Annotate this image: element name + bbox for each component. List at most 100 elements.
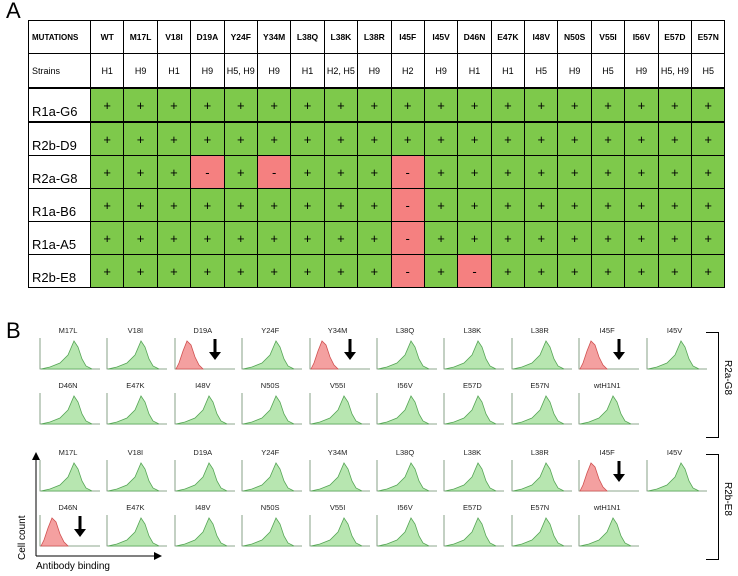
column-header: I56V	[624, 20, 659, 54]
binding-cell: +	[256, 221, 292, 255]
binding-cell: -	[390, 254, 425, 288]
panel-b-letter: B	[6, 318, 21, 343]
l38k-histogram	[443, 338, 505, 370]
binding-cell: +	[190, 254, 225, 288]
e47k-histogram	[106, 515, 168, 547]
binding-cell: +	[590, 188, 626, 222]
mutation-label: L38R	[530, 448, 549, 457]
column-header: L38K	[323, 20, 359, 54]
mutation-label: Y34M	[327, 326, 348, 335]
binding-cell: +	[223, 87, 258, 123]
binding-cell: +	[423, 254, 459, 288]
binding-cell: +	[524, 155, 559, 189]
binding-cell: +	[657, 221, 693, 255]
m17l-histogram	[39, 460, 100, 492]
y34m-histogram	[309, 338, 370, 370]
mutation-label: I48V	[195, 503, 211, 512]
n50s-histogram	[241, 515, 303, 547]
binding-cell: +	[323, 87, 359, 123]
binding-cell: +	[624, 188, 659, 222]
antibody-label: R1a-G6	[28, 87, 91, 123]
binding-cell: +	[290, 155, 325, 189]
binding-cell: -	[390, 188, 425, 222]
binding-cell: +	[223, 155, 258, 189]
antibody-label: R1a-A5	[28, 221, 91, 255]
l38q-histogram	[376, 460, 437, 492]
binding-cell: +	[89, 221, 125, 255]
column-header: I48V	[524, 20, 559, 54]
v18i-histogram	[106, 460, 168, 492]
mutation-label: D19A	[193, 448, 213, 457]
binding-cell: +	[657, 254, 693, 288]
binding-cell: +	[691, 155, 726, 189]
strain-cell: H9	[123, 53, 158, 89]
d46n-histogram	[39, 393, 100, 425]
mutation-label: V18I	[127, 448, 144, 457]
axis-arrows	[32, 452, 162, 560]
binding-cell: +	[457, 188, 492, 222]
mutation-label: I56V	[397, 503, 413, 512]
column-header: V55I	[590, 20, 626, 54]
column-header: N50S	[557, 20, 592, 54]
binding-cell: +	[357, 155, 392, 189]
binding-cell: +	[691, 188, 726, 222]
binding-cell: +	[223, 188, 258, 222]
strain-cell: H1	[290, 53, 325, 89]
mutation-label: E57N	[530, 503, 550, 512]
strain-cell: H1	[89, 53, 125, 89]
binding-cell: +	[657, 155, 693, 189]
binding-cell: +	[156, 221, 192, 255]
binding-cell: +	[156, 188, 192, 222]
mutation-label: M17L	[58, 448, 78, 457]
header-label: MUTATIONS	[28, 20, 91, 54]
binding-cell: +	[691, 121, 726, 156]
binding-cell: +	[357, 121, 392, 156]
v55i-histogram	[309, 515, 370, 547]
binding-cell: +	[457, 121, 492, 156]
e57d-histogram	[443, 393, 505, 425]
mutation-label: V18I	[127, 326, 144, 335]
binding-cell: +	[457, 221, 492, 255]
binding-cell: +	[323, 188, 359, 222]
d19a-histogram	[174, 460, 235, 492]
i56v-histogram	[376, 515, 437, 547]
binding-cell: +	[624, 87, 659, 123]
strain-cell: H9	[256, 53, 292, 89]
mutation-label: wtH1N1	[593, 503, 621, 512]
column-header: Y24F	[223, 20, 258, 54]
binding-cell: +	[156, 155, 192, 189]
e57n-histogram	[511, 393, 572, 425]
strain-cell: H5, H9	[657, 53, 693, 89]
strain-cell: H5	[691, 53, 726, 89]
y24f-histogram	[241, 460, 303, 492]
i48v-histogram	[174, 393, 235, 425]
binding-cell: +	[89, 87, 125, 123]
mutation-label: I45V	[666, 326, 683, 335]
mutation-label: L38Q	[395, 448, 415, 457]
binding-cell: +	[557, 221, 592, 255]
antibody-label: R2a-G8	[28, 155, 91, 189]
binding-cell: +	[323, 221, 359, 255]
binding-cell: +	[156, 87, 192, 123]
strain-cell: H9	[624, 53, 659, 89]
binding-cell: +	[557, 188, 592, 222]
binding-cell: +	[490, 87, 526, 123]
binding-cell: +	[423, 188, 459, 222]
binding-cell: +	[557, 155, 592, 189]
table-row: R2b-D9 + + + + + + + + + + + + + + + + + + +	[28, 121, 726, 156]
table-row: R1a-G6 + + + + + + + + + + + + + + + + + + +	[28, 87, 726, 123]
i48v-histogram	[174, 515, 235, 547]
binding-cell: +	[390, 121, 425, 156]
strain-cell: H9	[190, 53, 225, 89]
antibody-label: R2b-E8	[28, 254, 91, 288]
column-header: M17L	[123, 20, 158, 54]
strain-cell: H9	[423, 53, 459, 89]
binding-cell: +	[156, 121, 192, 156]
wth1n1-histogram	[578, 515, 640, 547]
binding-cell: +	[190, 188, 225, 222]
binding-cell: +	[590, 121, 626, 156]
binding-cell: +	[524, 254, 559, 288]
binding-cell: +	[590, 254, 626, 288]
binding-cell: +	[323, 121, 359, 156]
mutation-label: I45F	[599, 326, 615, 335]
